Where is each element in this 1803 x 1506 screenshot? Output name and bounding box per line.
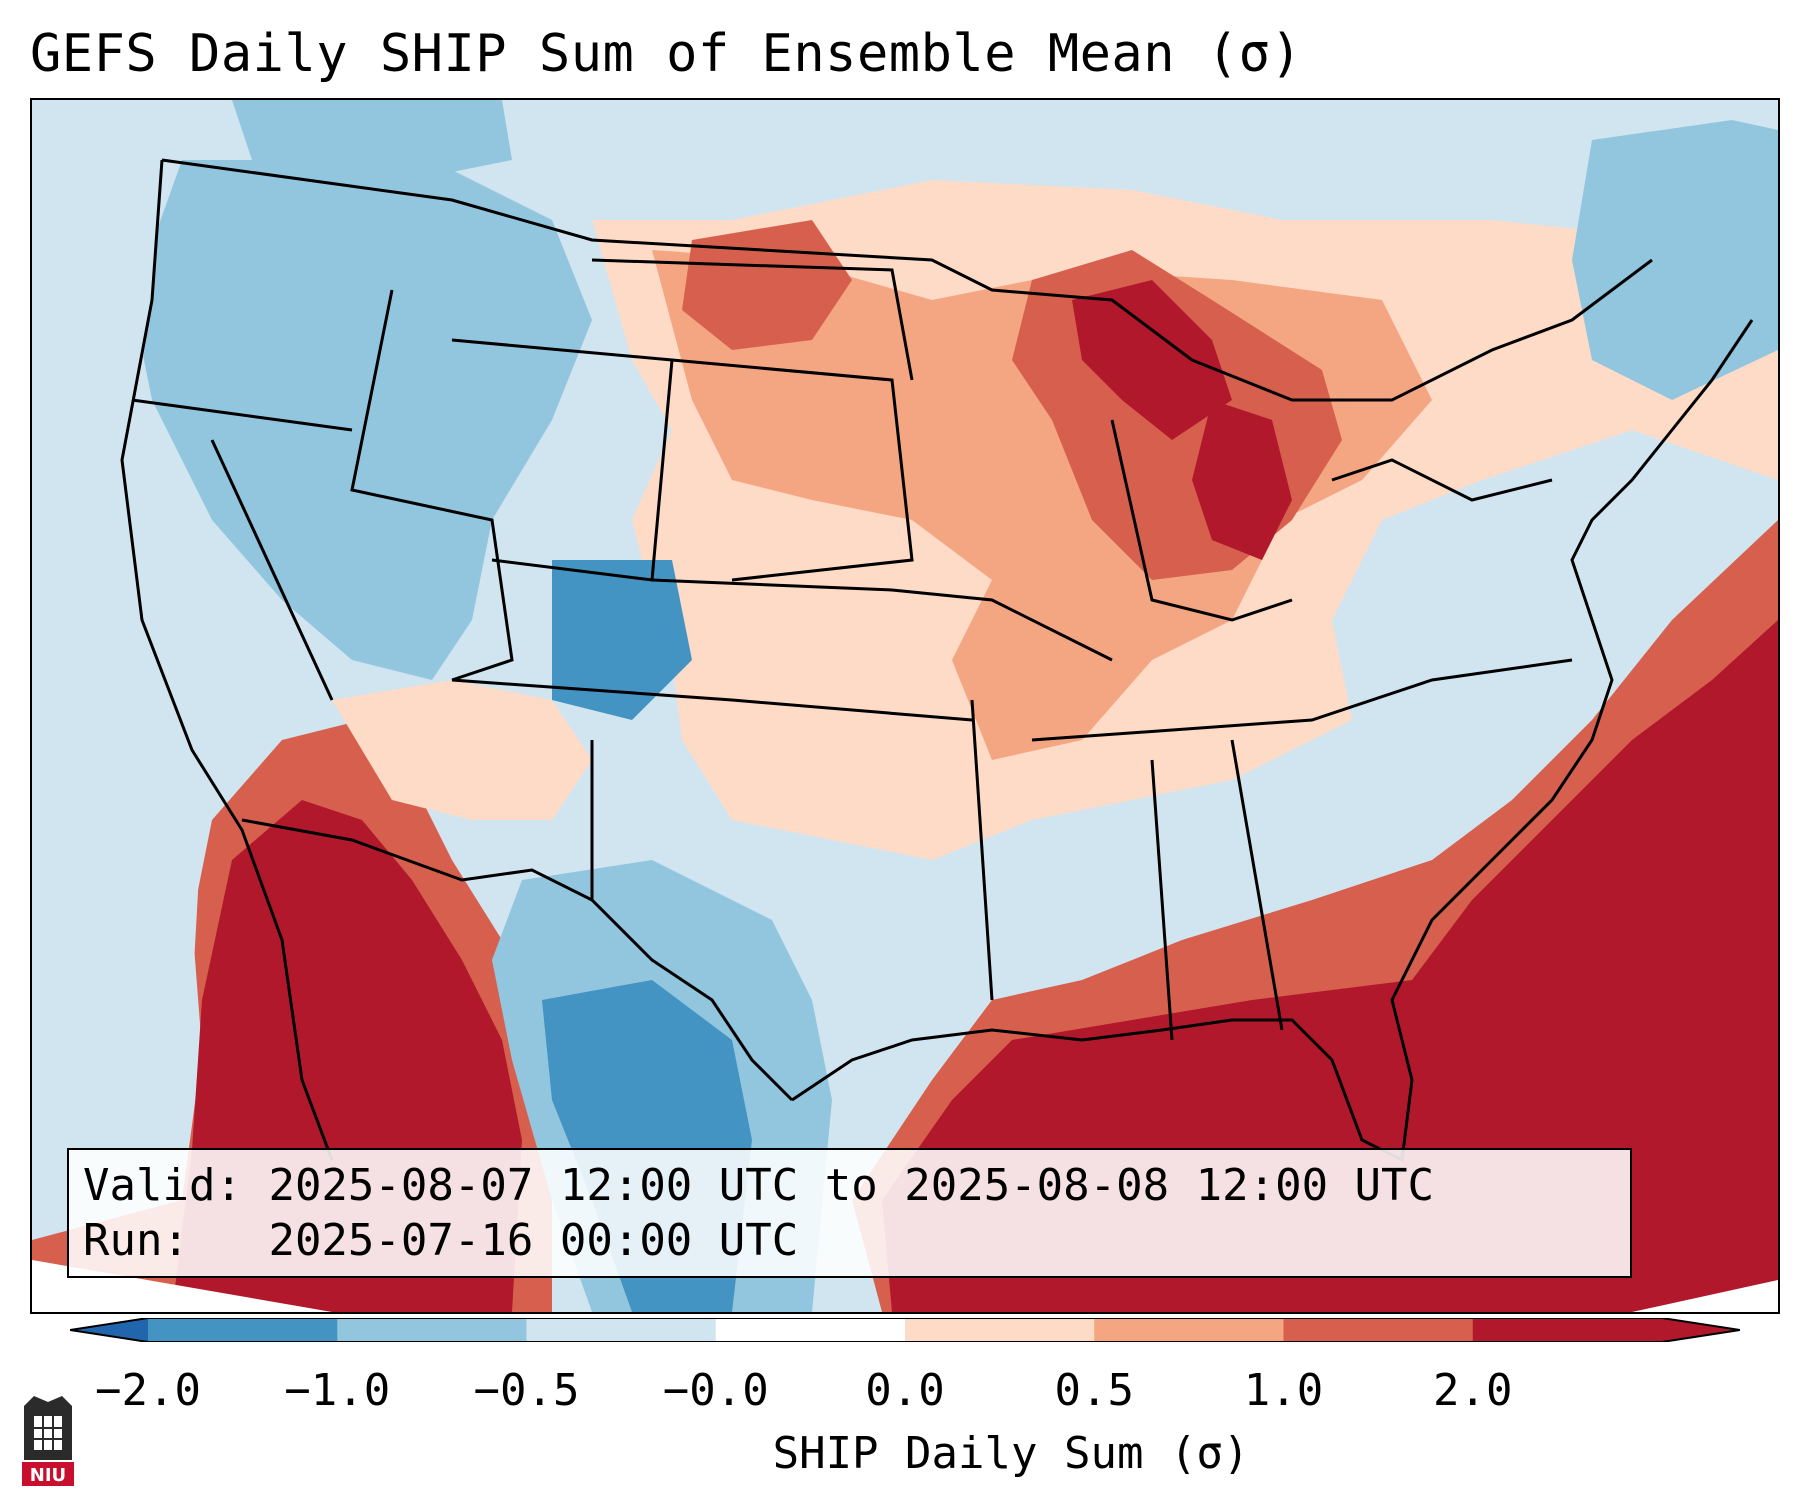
colorbar-segment: [526, 1318, 717, 1342]
colorbar-segment: [1094, 1318, 1284, 1342]
run-label: Run:: [83, 1215, 189, 1266]
logo-text: NIU: [30, 1465, 66, 1486]
state-line-illinois: [1110, 419, 1293, 622]
pacific-offshore: [32, 100, 202, 1220]
colorbar: [70, 1318, 1740, 1342]
state-line-36: [451, 678, 973, 722]
niu-logo-icon: NIU: [22, 1396, 74, 1486]
colorbar-segment: [1472, 1318, 1663, 1342]
ship-map: [30, 98, 1780, 1314]
colorbar-label: SHIP Daily Sum (σ): [772, 1428, 1250, 1479]
colorbar-segment: [1283, 1318, 1474, 1342]
colorbar-segment: [337, 1318, 527, 1342]
colorbar-tick-label: −0.5: [473, 1365, 580, 1416]
state-line-ohio: [1331, 458, 1553, 502]
map-title: GEFS Daily SHIP Sum of Ensemble Mean (σ): [30, 24, 1303, 84]
colorbar-segment: [715, 1318, 906, 1342]
colorbar-tick-label: −2.0: [95, 1365, 201, 1416]
state-line-tennessee: [1031, 658, 1573, 742]
valid-label: Valid:: [83, 1160, 242, 1211]
colorbar-tick-label: 1.0: [1243, 1365, 1324, 1416]
colorbar-segment: [905, 1318, 1095, 1342]
hot-region-lake-michigan: [1192, 400, 1292, 560]
strong-region-gulf-atlantic: [882, 620, 1778, 1312]
cool-region-canada-west: [232, 100, 512, 180]
hot-region-lake-superior: [1072, 280, 1232, 440]
cool-region-northeast: [1572, 120, 1778, 400]
state-line-georgia: [1230, 739, 1284, 1031]
colorbar-extend-low: [70, 1318, 148, 1342]
logo-banner: [22, 1462, 74, 1486]
warm-region-four-corners: [332, 680, 592, 820]
valid-line: Valid: 2025-08-07 12:00 UTC to 2025-08-0…: [83, 1158, 1616, 1213]
ship-field-map: [32, 100, 1778, 1312]
projection-edge-right: [1632, 1280, 1778, 1312]
valid-value: 2025-08-07 12:00 UTC to 2025-08-08 12:00…: [268, 1160, 1435, 1211]
state-line-oregon: [131, 398, 353, 432]
colorbar-extend-high: [1662, 1318, 1740, 1342]
state-line-nebraska: [671, 358, 914, 582]
state-line-arkansas: [970, 699, 994, 1001]
colorbar-tick-label: −0.0: [662, 1365, 769, 1416]
boundaries: [120, 158, 1754, 1163]
us-canada-border: [161, 158, 1653, 402]
state-line-wyoming: [451, 338, 674, 582]
colorbar-segment: [148, 1318, 338, 1342]
colorbar-tick-label: 2.0: [1433, 1365, 1513, 1416]
west-coast: [120, 159, 334, 1161]
info-box: Valid: 2025-08-07 12:00 UTC to 2025-08-0…: [67, 1148, 1632, 1278]
state-line-alabama: [1150, 759, 1174, 1041]
logo-window: [34, 1416, 62, 1450]
run-line: Run: 2025-07-16 00:00 UTC: [83, 1213, 1616, 1268]
gulf-atlantic-coast: [791, 319, 1754, 1163]
colorbar-tick-label: 0.5: [1054, 1365, 1134, 1416]
colorbar-tick-label: −1.0: [284, 1365, 391, 1416]
colorbar-segments: [70, 1318, 1740, 1342]
state-line-kansas: [651, 578, 1113, 662]
cool-region-northwest: [132, 160, 592, 680]
state-line-idaho: [350, 289, 514, 682]
run-value: 2025-07-16 00:00 UTC: [268, 1215, 799, 1266]
state-line-nevada: [210, 439, 334, 701]
logo-window-grid: [34, 1416, 62, 1450]
cool-region-colorado: [552, 560, 692, 720]
colorbar-tick-label: 0.0: [865, 1365, 945, 1416]
state-line-dakotas: [591, 258, 914, 381]
